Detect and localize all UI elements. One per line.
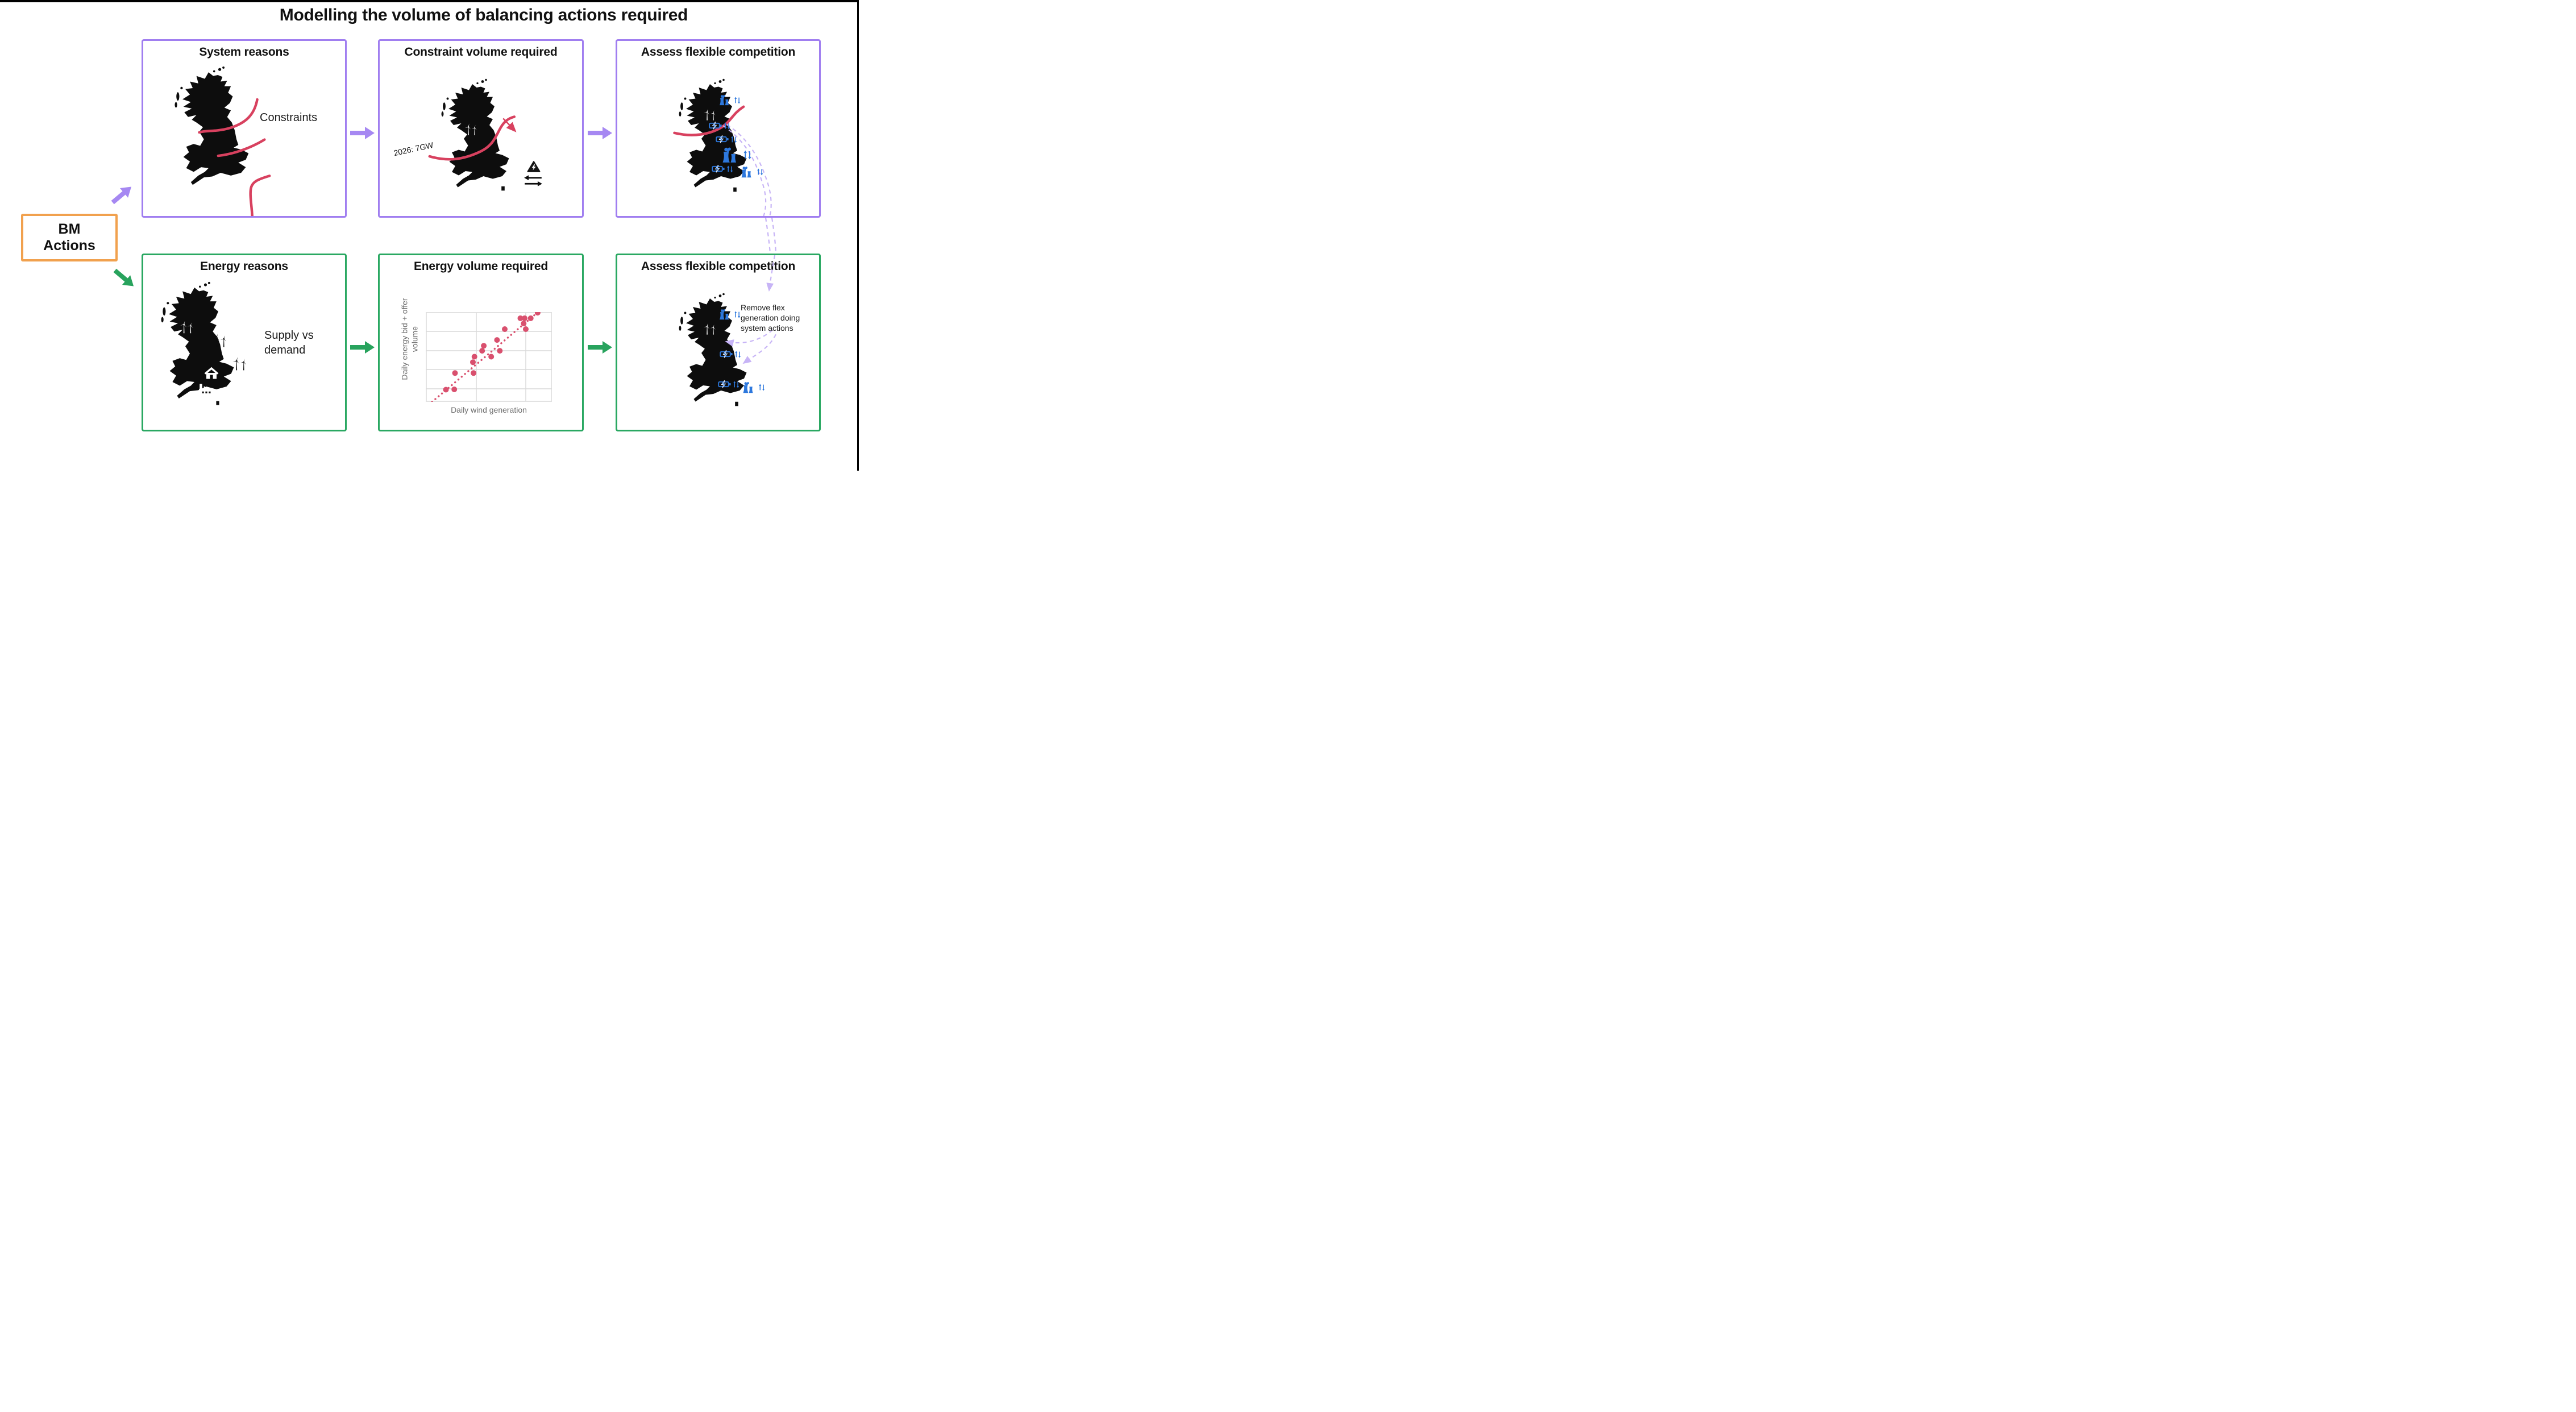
battery-flex-icon xyxy=(716,135,729,143)
scatter-point xyxy=(488,354,495,360)
up-down-arrows-icon xyxy=(743,150,753,160)
wind-turbine-icon xyxy=(211,328,230,355)
box-system-reasons: System reasons Constraints xyxy=(142,39,347,218)
box-title-energy-volume: Energy volume required xyxy=(413,260,548,273)
power-station-icon xyxy=(741,381,757,393)
scatter-point xyxy=(451,387,458,392)
box-assess-flex-top: Assess flexible competition xyxy=(616,39,821,218)
slide-canvas: Modelling the volume of balancing action… xyxy=(0,0,859,471)
flex-battery-unit xyxy=(718,380,740,388)
arrow-system-to-constraint-volume xyxy=(350,126,376,140)
plot-grid xyxy=(426,312,552,402)
supply-vs-demand-label: Supply vs demand xyxy=(264,329,314,356)
box-energy-reasons: Energy reasons Supply vs demand xyxy=(142,254,347,431)
scatter-point xyxy=(471,354,477,360)
flex-battery-unit xyxy=(716,135,738,143)
scatter-point xyxy=(523,326,529,332)
battery-flex-icon xyxy=(709,122,722,130)
bm-actions-label-line1: BM xyxy=(58,221,81,238)
flex-power-station-unit xyxy=(739,166,764,178)
arrow-energy-volume-to-assess xyxy=(587,340,613,354)
scatter-point xyxy=(471,370,477,376)
scatter-point xyxy=(534,312,541,316)
arrow-bm-to-system xyxy=(108,181,137,208)
right-edge-bar xyxy=(857,0,859,471)
battery-flex-icon xyxy=(712,165,725,173)
dashed-link-between-assess-boxes xyxy=(765,218,777,254)
up-down-arrows-icon xyxy=(724,122,731,130)
constraint-warning-icon xyxy=(527,160,541,173)
wind-turbine-icon xyxy=(231,351,250,378)
box-title-constraint-volume: Constraint volume required xyxy=(404,45,558,59)
flex-battery-unit xyxy=(709,122,731,130)
arrow-energy-to-energy-volume xyxy=(350,340,376,354)
scatter-point xyxy=(479,348,485,354)
up-down-arrows-icon xyxy=(730,136,738,143)
wind-turbine-icon xyxy=(703,318,718,342)
flex-battery-unit xyxy=(720,350,742,358)
swap-arrows-icon xyxy=(523,174,543,188)
box-title-assess-flex-bottom: Assess flexible competition xyxy=(641,260,796,273)
uk-map xyxy=(674,77,759,214)
box-constraint-volume: Constraint volume required 2026: 7GW xyxy=(378,39,584,218)
scatter-x-axis-label: Daily wind generation xyxy=(451,405,527,414)
scatter-y-axis-label: Daily energy bid + offer volume xyxy=(400,298,419,380)
scatter-point xyxy=(527,315,534,321)
house-icon xyxy=(729,393,745,406)
scatter-point xyxy=(452,370,458,376)
wind-turbine-icon xyxy=(464,118,480,142)
page-title: Modelling the volume of balancing action… xyxy=(279,6,688,24)
arrow-constraint-volume-to-assess xyxy=(587,126,613,140)
up-down-arrows-icon xyxy=(726,165,734,173)
power-station-icon xyxy=(720,147,742,163)
box-title-energy-reasons: Energy reasons xyxy=(200,260,288,273)
uk-map xyxy=(169,65,263,214)
wind-turbine-icon xyxy=(179,315,196,340)
scatter-dots xyxy=(443,312,541,393)
up-down-arrows-icon xyxy=(733,381,740,388)
bm-actions-label-line2: Actions xyxy=(43,238,95,254)
flex-battery-unit xyxy=(712,165,734,173)
house-icon xyxy=(210,393,225,405)
box-title-assess-flex-top: Assess flexible competition xyxy=(641,45,796,59)
scatter-point xyxy=(521,321,527,327)
power-station-icon xyxy=(739,166,755,178)
box-energy-volume: Energy volume required Daily energy bid … xyxy=(378,254,584,431)
scatter-point xyxy=(443,387,449,393)
house-icon xyxy=(204,367,219,379)
scatter-point xyxy=(470,359,476,366)
flex-power-station-unit xyxy=(718,94,741,106)
flex-power-station-unit xyxy=(741,381,766,393)
battery-flex-icon xyxy=(718,380,732,388)
flex-power-station-unit xyxy=(720,147,753,163)
constraints-label: Constraints xyxy=(260,111,318,124)
box-assess-flex-bottom: Assess flexible competition Remove flex … xyxy=(616,254,821,431)
trend-line xyxy=(431,312,539,402)
arrow-bm-to-energy xyxy=(110,265,139,292)
power-station-icon xyxy=(718,94,733,106)
remove-flex-note: Remove flex generation doing system acti… xyxy=(741,303,800,333)
power-station-icon xyxy=(718,309,733,320)
bm-actions-box: BM Actions xyxy=(21,214,118,261)
scatter-point xyxy=(497,348,503,354)
scatter-point xyxy=(517,315,523,321)
scatter-point xyxy=(494,337,500,343)
flex-power-station-unit xyxy=(718,309,741,320)
house-icon xyxy=(495,177,511,191)
up-down-arrows-icon xyxy=(734,311,741,318)
up-down-arrows-icon xyxy=(734,97,741,104)
box-title-system-reasons: System reasons xyxy=(199,45,289,59)
scatter-plot xyxy=(426,312,552,402)
up-down-arrows-icon xyxy=(734,351,742,358)
house-icon xyxy=(727,178,743,192)
constraint-capacity-label: 2026: 7GW xyxy=(393,140,434,158)
top-edge-bar xyxy=(0,0,859,2)
scatter-point xyxy=(502,326,508,332)
battery-flex-icon xyxy=(720,350,733,358)
scatter-point xyxy=(522,315,527,321)
up-down-arrows-icon xyxy=(757,168,764,176)
up-down-arrows-icon xyxy=(758,384,766,391)
scatter-point xyxy=(481,343,487,349)
uk-map xyxy=(437,77,522,214)
